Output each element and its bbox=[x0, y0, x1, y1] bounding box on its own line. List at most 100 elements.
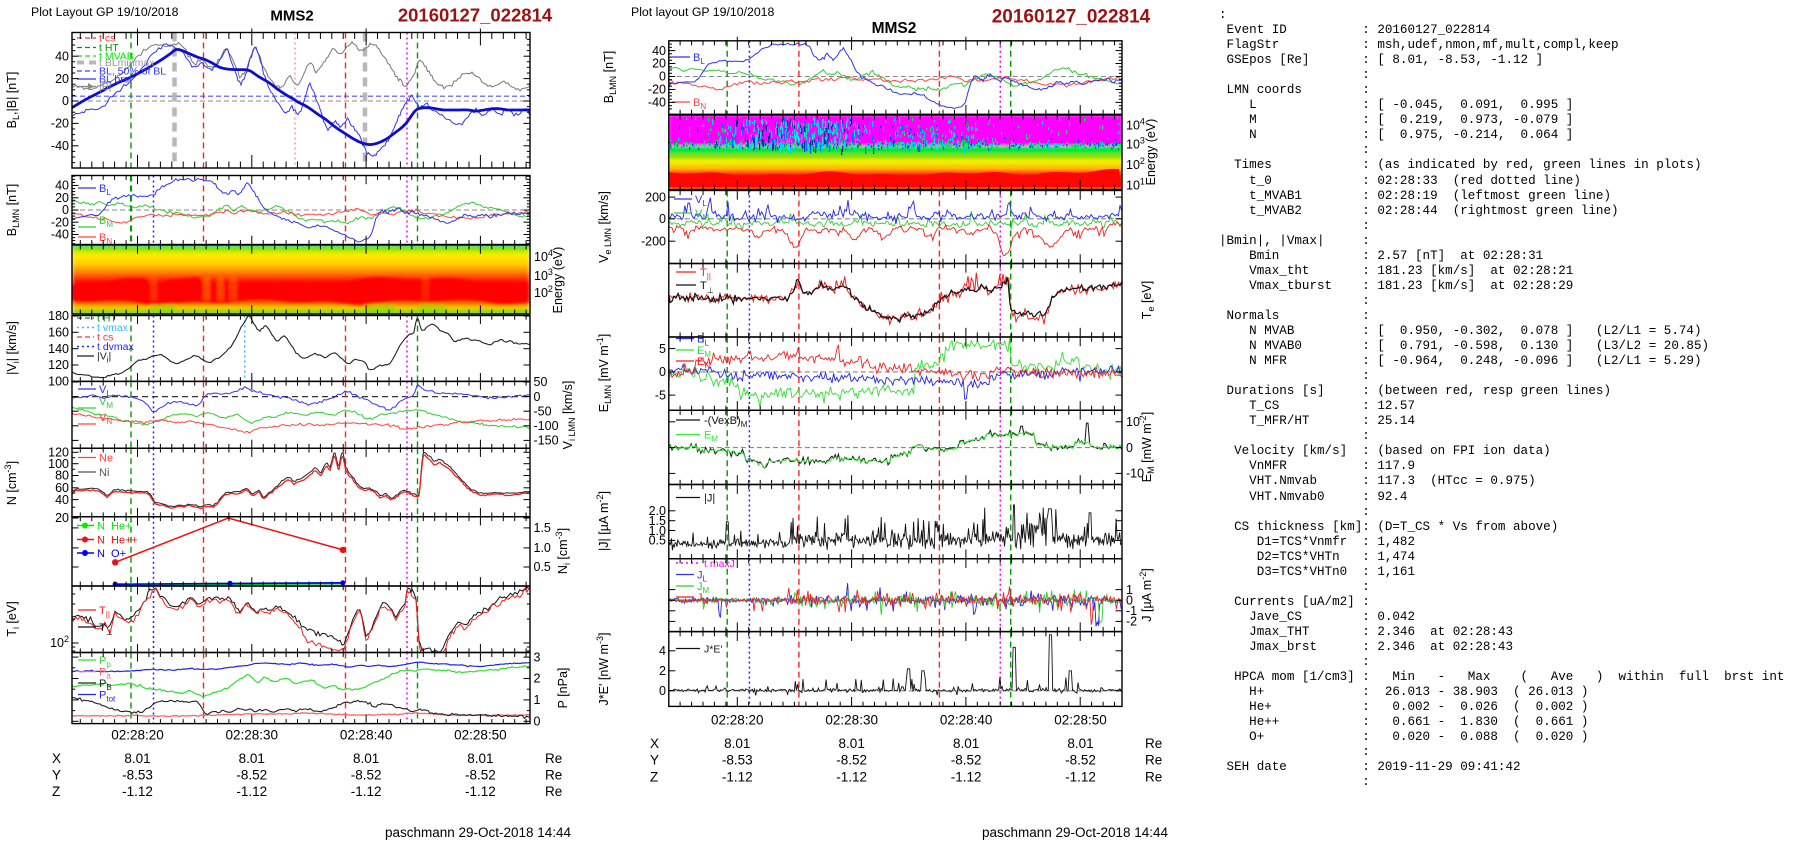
svg-text:-5: -5 bbox=[655, 388, 666, 402]
svg-text:20160127_022814: 20160127_022814 bbox=[992, 7, 1151, 28]
svg-text:1: 1 bbox=[1126, 583, 1133, 597]
svg-text:80: 80 bbox=[55, 469, 69, 483]
svg-text:t dvmax: t dvmax bbox=[97, 341, 135, 353]
svg-text:20: 20 bbox=[55, 191, 69, 205]
svg-text:-1.12: -1.12 bbox=[351, 784, 382, 799]
svg-text:Ni: Ni bbox=[99, 467, 109, 479]
svg-text:0: 0 bbox=[534, 390, 541, 404]
svg-text:-1.12: -1.12 bbox=[465, 784, 496, 799]
svg-text:EM [mW m-2]: EM [mW m-2] bbox=[1138, 412, 1156, 482]
svg-text:-40: -40 bbox=[51, 139, 69, 153]
svg-text:160: 160 bbox=[48, 326, 69, 340]
svg-text:-10: -10 bbox=[1126, 467, 1144, 481]
svg-text:2: 2 bbox=[659, 664, 666, 678]
svg-text:02:28:50: 02:28:50 bbox=[454, 728, 507, 743]
svg-text:-100: -100 bbox=[534, 419, 559, 433]
svg-text:02:28:20: 02:28:20 bbox=[711, 713, 764, 728]
svg-text:X: X bbox=[52, 751, 61, 766]
svg-text:02:28:50: 02:28:50 bbox=[1054, 713, 1107, 728]
svg-text:-8.52: -8.52 bbox=[951, 753, 982, 768]
svg-text:-1: -1 bbox=[1126, 604, 1137, 618]
svg-text:Re: Re bbox=[1145, 770, 1162, 785]
svg-text:-8.52: -8.52 bbox=[1065, 753, 1096, 768]
svg-text:02:28:30: 02:28:30 bbox=[226, 728, 279, 743]
svg-text:Re: Re bbox=[1145, 736, 1162, 751]
svg-text:-20: -20 bbox=[51, 215, 69, 229]
svg-text:8.01: 8.01 bbox=[839, 736, 865, 751]
svg-text:Z: Z bbox=[52, 784, 60, 799]
svg-text:8.01: 8.01 bbox=[953, 736, 979, 751]
svg-text:40: 40 bbox=[652, 44, 666, 58]
svg-text:20: 20 bbox=[55, 72, 69, 86]
svg-text:Re: Re bbox=[1145, 753, 1162, 768]
svg-text:0.5: 0.5 bbox=[649, 534, 666, 548]
svg-text:1.5: 1.5 bbox=[534, 521, 551, 535]
svg-text:0: 0 bbox=[659, 684, 666, 698]
svg-text:JN: JN bbox=[697, 592, 709, 606]
svg-text:-20: -20 bbox=[648, 83, 666, 97]
svg-text:J [µA m-2]: J [µA m-2] bbox=[1138, 568, 1154, 621]
svg-text:20: 20 bbox=[55, 511, 69, 525]
svg-text:JL: JL bbox=[697, 570, 708, 584]
svg-text:|J|: |J| bbox=[704, 493, 715, 505]
svg-text:1: 1 bbox=[534, 693, 541, 707]
svg-text:Ni [cm-3]: Ni [cm-3] bbox=[554, 528, 572, 574]
svg-text:0.5: 0.5 bbox=[534, 560, 551, 574]
svg-text:40: 40 bbox=[55, 179, 69, 193]
svg-text:J*E': J*E' bbox=[704, 644, 722, 656]
svg-text:-50: -50 bbox=[534, 404, 552, 418]
svg-text:Re: Re bbox=[545, 768, 562, 783]
svg-text:-40: -40 bbox=[648, 96, 666, 110]
svg-text:02:28:20: 02:28:20 bbox=[111, 728, 164, 743]
svg-text:N He+: N He+ bbox=[97, 521, 132, 533]
svg-text:-40: -40 bbox=[51, 228, 69, 242]
svg-text:BL brst: BL brst bbox=[99, 74, 132, 86]
svg-text:20: 20 bbox=[652, 57, 666, 71]
svg-text:5: 5 bbox=[659, 342, 666, 356]
svg-text:Te [eV]: Te [eV] bbox=[1140, 281, 1156, 319]
svg-text:2.0: 2.0 bbox=[649, 504, 666, 518]
svg-text:-(VexB)M: -(VexB)M bbox=[704, 415, 748, 429]
svg-text:Y: Y bbox=[52, 768, 61, 783]
svg-text:8.01: 8.01 bbox=[239, 751, 265, 766]
svg-text:0: 0 bbox=[659, 365, 666, 379]
svg-text:Plot Layout GP 19/10/2018: Plot Layout GP 19/10/2018 bbox=[31, 5, 179, 19]
svg-text:-1.12: -1.12 bbox=[1065, 770, 1096, 785]
svg-text:t BLminmax: t BLminmax bbox=[99, 57, 155, 69]
svg-text:|B|: |B| bbox=[99, 81, 111, 93]
svg-text:BL,|B| [nT]: BL,|B| [nT] bbox=[5, 72, 21, 129]
svg-text:-1.12: -1.12 bbox=[236, 784, 267, 799]
svg-text:120: 120 bbox=[48, 446, 69, 460]
svg-text:|Vi|: |Vi| bbox=[97, 351, 111, 365]
svg-text:8.01: 8.01 bbox=[124, 751, 150, 766]
svg-text:Y: Y bbox=[650, 753, 659, 768]
svg-text:-20: -20 bbox=[51, 117, 69, 131]
svg-text:8.01: 8.01 bbox=[467, 751, 493, 766]
svg-text:0: 0 bbox=[1126, 593, 1133, 607]
svg-text:Z: Z bbox=[650, 770, 658, 785]
svg-text:40: 40 bbox=[55, 493, 69, 507]
svg-text:t cs: t cs bbox=[97, 332, 113, 344]
svg-text:t MVAB: t MVAB bbox=[99, 51, 134, 63]
svg-text:0: 0 bbox=[534, 715, 541, 729]
svg-text:Ne: Ne bbox=[99, 453, 113, 465]
svg-text:-8.52: -8.52 bbox=[836, 753, 867, 768]
svg-text:02:28:40: 02:28:40 bbox=[340, 728, 393, 743]
svg-text:Ti [eV]: Ti [eV] bbox=[5, 601, 21, 636]
svg-text:MMS2: MMS2 bbox=[872, 20, 917, 37]
svg-text:-8.53: -8.53 bbox=[122, 768, 153, 783]
svg-text:t maxJ: t maxJ bbox=[704, 558, 735, 570]
svg-text:4: 4 bbox=[659, 644, 666, 658]
svg-text:60: 60 bbox=[55, 481, 69, 495]
svg-text:20160127_022814: 20160127_022814 bbox=[398, 5, 553, 26]
svg-text:-1.12: -1.12 bbox=[122, 784, 153, 799]
svg-text:X: X bbox=[650, 736, 659, 751]
svg-text:2: 2 bbox=[534, 672, 541, 686]
svg-text:1.0: 1.0 bbox=[534, 541, 551, 555]
svg-text:100: 100 bbox=[48, 457, 69, 471]
svg-text:Re: Re bbox=[545, 751, 562, 766]
svg-text:-8.52: -8.52 bbox=[465, 768, 496, 783]
svg-text:1.0: 1.0 bbox=[649, 524, 666, 538]
svg-text:120: 120 bbox=[48, 358, 69, 372]
svg-text:-8.53: -8.53 bbox=[722, 753, 753, 768]
